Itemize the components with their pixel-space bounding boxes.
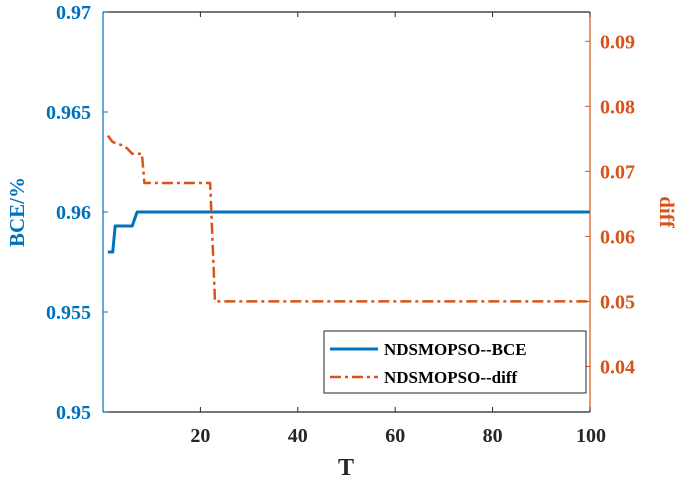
y-right-tick-label: 0.05 xyxy=(600,291,635,313)
y-axis-right-label: diff xyxy=(655,196,679,229)
y-left-tick-label: 0.97 xyxy=(56,2,91,24)
legend-label-diff: NDSMOPSO--diff xyxy=(384,368,518,387)
y-left-tick-label: 0.96 xyxy=(56,202,91,224)
y-axis-left-label: BCE/% xyxy=(5,177,29,247)
series-line-bce xyxy=(107,210,590,254)
ticks-layer: 0.95 0.955 0.96 0.965 0.97 0.04 0.05 0.06 0.07 0.… xyxy=(46,2,635,447)
x-axis-label: T xyxy=(338,455,354,481)
y-right-tick-label: 0.04 xyxy=(600,356,635,378)
x-tick-label: 80 xyxy=(483,425,503,447)
y-left-tick-label: 0.955 xyxy=(46,302,91,324)
y-right-tick-label: 0.07 xyxy=(600,161,635,183)
y-right-tick-label: 0.09 xyxy=(600,31,635,53)
y-left-tick-label: 0.965 xyxy=(46,102,91,124)
x-tick-label: 40 xyxy=(288,425,308,447)
legend: NDSMOPSO--BCE NDSMOPSO--diff xyxy=(323,330,587,394)
y-right-tick-label: 0.06 xyxy=(600,226,635,248)
legend-label-bce: NDSMOPSO--BCE xyxy=(384,340,527,359)
x-tick-label: 20 xyxy=(190,425,210,447)
x-tick-label: 60 xyxy=(385,425,405,447)
legend-box xyxy=(323,330,587,394)
y-left-tick-label: 0.95 xyxy=(56,402,91,424)
series-line-diff xyxy=(106,134,590,303)
x-tick-label: 100 xyxy=(576,425,606,447)
y-right-tick-label: 0.08 xyxy=(600,96,635,118)
series-layer xyxy=(106,134,590,303)
